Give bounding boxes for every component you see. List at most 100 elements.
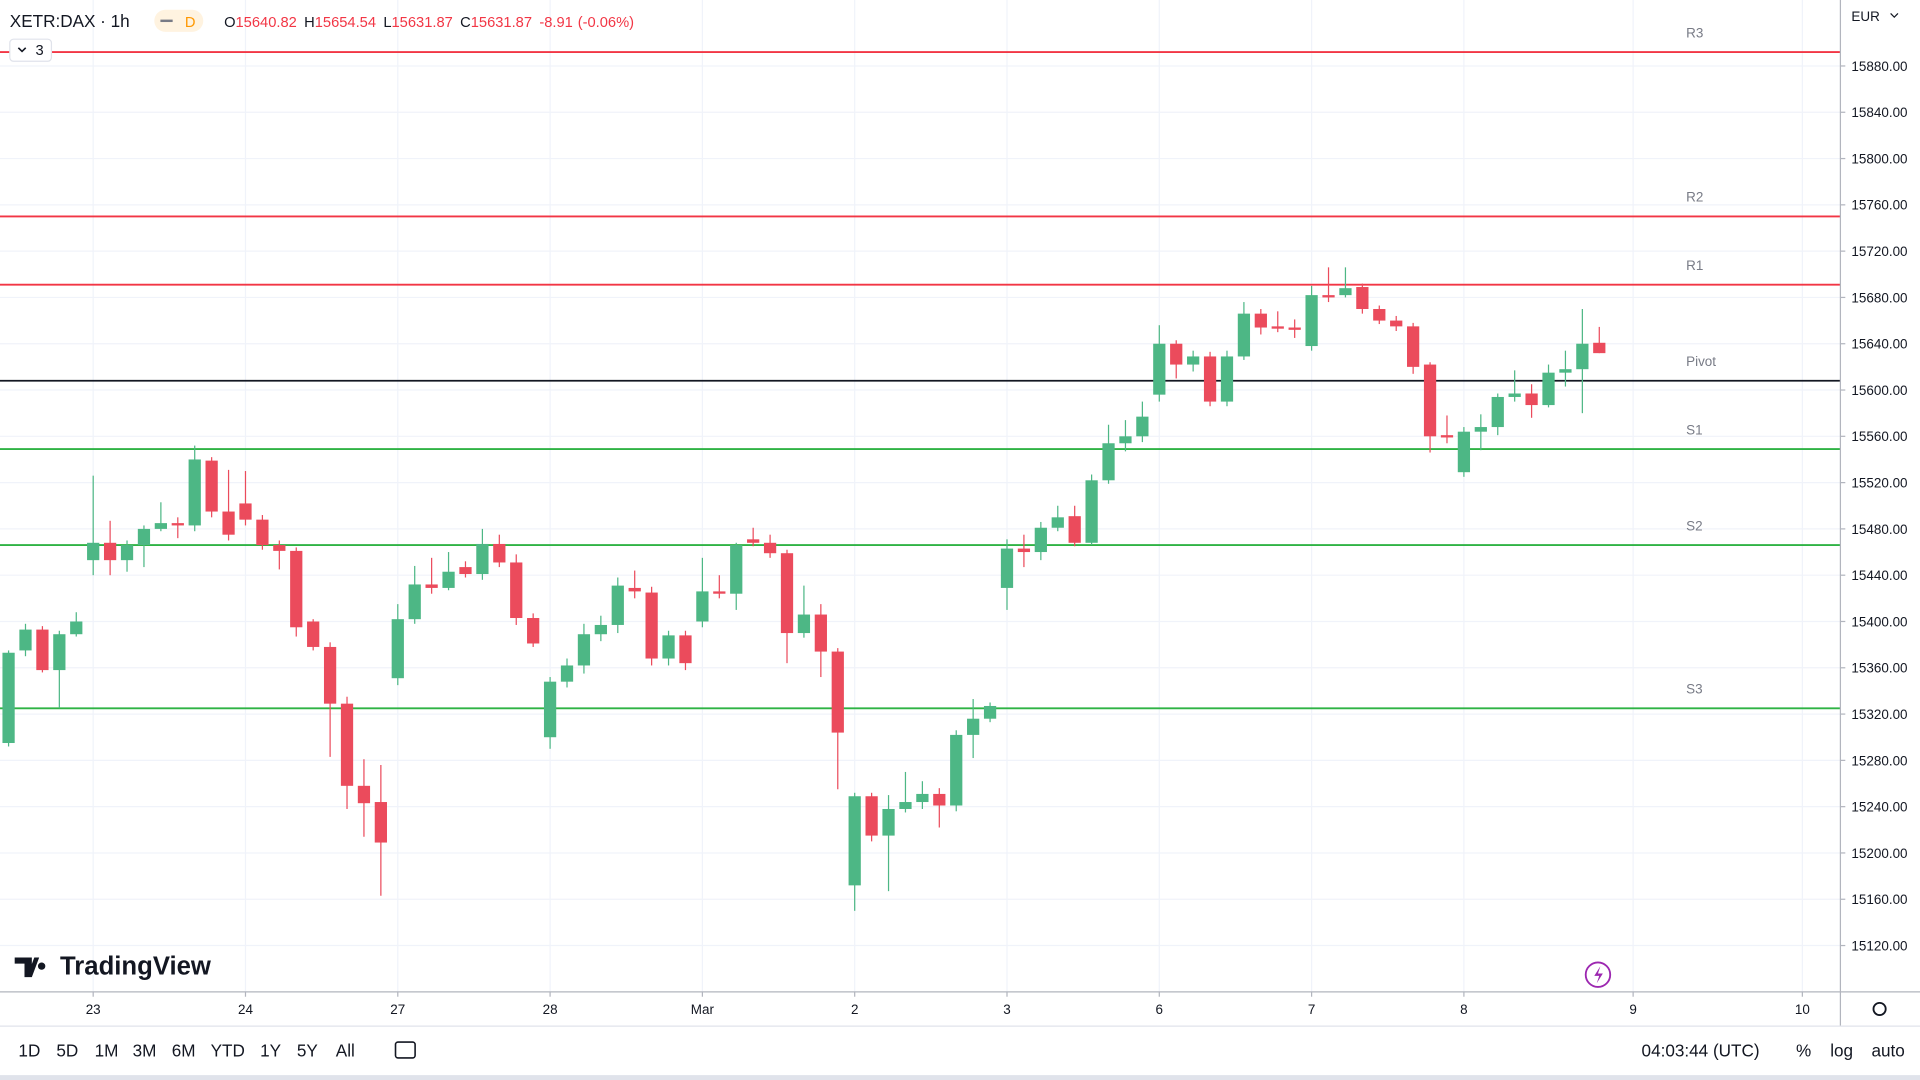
scale-option[interactable]: % [1796,1041,1811,1061]
range-button[interactable]: YTD [211,1041,245,1061]
candle-body [1187,356,1200,365]
symbol[interactable]: XETR:DAX · 1h [10,11,130,31]
candle-body [273,545,286,551]
clock[interactable]: 04:03:44 (UTC) [1642,1041,1760,1061]
time-axis: 23 24 27 28 Mar 2 3 6 7 8 9 10 [86,991,1810,1017]
range-button[interactable]: 5Y [297,1041,319,1061]
indicator-toggle[interactable] [9,38,53,62]
candle-body [307,621,320,647]
settings-icon[interactable] [1872,1001,1887,1017]
candle-body [391,619,404,679]
x-tick-label: 24 [238,1002,253,1017]
candle-body [2,652,15,744]
candle-body [780,553,794,634]
y-tick-label: 15880.00 [1851,59,1907,74]
change: -8.91 [539,15,572,31]
candle-body [882,808,895,836]
range-button[interactable]: All [336,1041,355,1061]
candle-body [1136,416,1149,437]
ohlc-value: 15631.87 [471,15,532,31]
candle-body [323,646,337,704]
ohlc-value: 15654.54 [315,15,376,31]
x-tick-label: 2 [851,1002,858,1017]
candle-body [1373,309,1386,321]
change-pct: (-0.06%) [578,15,634,31]
candle-body [19,629,32,651]
y-tick-label: 15760.00 [1851,198,1907,213]
candle-body [967,718,980,735]
candle-body [933,793,946,806]
candle-body [1000,548,1014,588]
candle-body [1203,356,1217,402]
range-button[interactable]: 1D [18,1041,40,1061]
candle-body [1576,343,1589,370]
y-tick-label: 15600.00 [1851,383,1907,398]
currency-caret [1890,13,1899,19]
candle-body [628,587,641,592]
candle-body [357,785,371,804]
y-tick-label: 15800.00 [1851,151,1907,166]
candle-body [510,562,523,619]
y-tick-label: 15840.00 [1851,105,1907,120]
ohlc-label: O [224,15,235,31]
x-tick-label: 10 [1795,1002,1810,1017]
candle-body [696,591,709,622]
y-tick-label: 15680.00 [1851,290,1907,305]
date-range-icon[interactable] [394,1041,416,1059]
candle-body [1051,517,1064,528]
candle-body [1119,436,1132,444]
candle-body [425,584,438,588]
bottom-toolbar: 1D 5D 1M 3M 6M YTD 1Y 5Y All 04:03:44 (UTC)% log au… [18,1041,1904,1061]
replay-icon[interactable] [1584,961,1612,988]
y-tick-label: 15200.00 [1851,846,1907,861]
range-button[interactable]: 6M [172,1041,196,1061]
candle-body [374,802,387,843]
range-button[interactable]: 5D [56,1041,78,1061]
candle-body [645,592,658,659]
range-button[interactable]: 1Y [260,1041,282,1061]
candle-body [290,550,303,628]
range-button[interactable]: 1M [95,1041,119,1061]
candle-body [1491,396,1504,428]
x-tick-label: Mar [691,1002,715,1017]
candle-body [222,511,235,535]
candle-body [256,519,269,546]
candle-body [408,584,421,620]
badge-dash [160,19,173,23]
candle-body [459,567,472,575]
candle-body [1068,516,1081,543]
scale-option[interactable]: auto [1871,1041,1904,1061]
candle-body [1220,356,1234,402]
candle-body [1440,435,1454,438]
candle-body [1322,295,1335,298]
currency[interactable]: EUR [1851,9,1880,24]
logo-mark [14,957,46,978]
candle-body [831,651,844,733]
ohlc-label: H [304,15,315,31]
candle-body [340,703,354,786]
x-tick-label: 8 [1460,1002,1467,1017]
x-tick-label: 28 [543,1002,558,1017]
candle-body [1390,320,1403,327]
y-tick-label: 15400.00 [1851,614,1907,629]
candle-body [1474,427,1487,432]
ohlc-value: 15631.87 [392,15,453,31]
grid [0,0,1841,992]
candle-body [713,591,726,594]
ohlc-label: L [383,15,391,31]
candle-body [1559,369,1572,373]
candle-body [679,635,692,664]
candle-body [1407,326,1420,367]
candle-body [205,460,218,512]
scale-option[interactable]: log [1830,1041,1853,1061]
y-tick-label: 15520.00 [1851,476,1907,491]
y-tick-label: 15560.00 [1851,429,1907,444]
x-tick-label: 23 [86,1002,101,1017]
y-tick-label: 15120.00 [1851,938,1907,953]
candle-body [543,681,557,738]
candle-body [1542,372,1555,406]
range-button[interactable]: 3M [133,1041,157,1061]
candle-body [442,571,455,588]
